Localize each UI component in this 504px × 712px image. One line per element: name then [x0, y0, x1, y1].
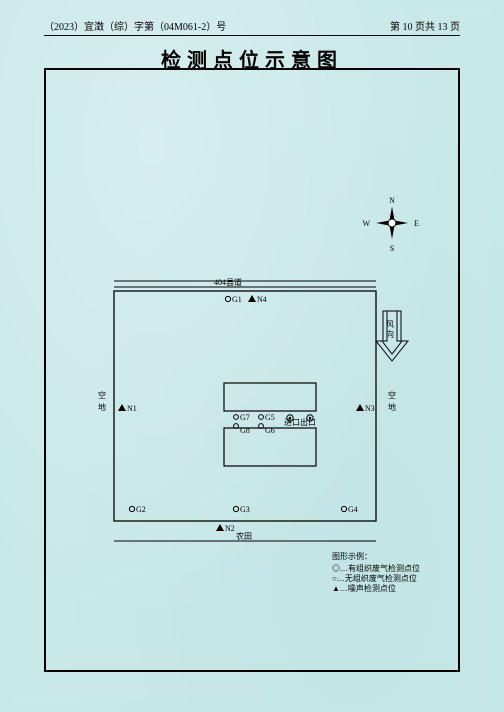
lbl-g4: G4: [348, 505, 358, 514]
site-diagram: N E S W 风 向 404县道 农田 空 地 空 地 进: [44, 68, 460, 672]
compass-icon: N E S W: [362, 196, 419, 253]
legend-item-0: ◎…有组织废气检测点位: [332, 563, 420, 573]
wind-arrow-icon: 风 向: [376, 311, 408, 361]
compass-s: S: [390, 244, 394, 253]
lbl-g1: G1: [232, 295, 242, 304]
gate-label: 进口出口: [284, 417, 316, 427]
legend-item-1: ○…无组织废气检测点位: [332, 573, 417, 583]
page-header: （2023）宜澂（综）字第（04M061-2）号 第 10 页共 13 页: [44, 18, 460, 36]
road-label: 404县道: [214, 277, 242, 287]
unorg-g4: [341, 506, 346, 511]
legend-item-2: ▲…噪声检测点位: [332, 583, 396, 593]
lbl-n3: N3: [365, 404, 375, 413]
paper-sheet: （2023）宜澂（综）字第（04M061-2）号 第 10 页共 13 页 检测…: [14, 10, 490, 702]
lbl-g5: G5: [265, 413, 275, 422]
noise-n4: [248, 295, 256, 302]
lbl-n4: N4: [257, 295, 267, 304]
wind-label-1: 风: [386, 320, 394, 329]
right-side-1: 空: [388, 390, 396, 400]
farm-label: 农田: [236, 531, 252, 541]
noise-n3: [356, 404, 364, 411]
compass-e: E: [414, 219, 419, 228]
left-side-2: 地: [98, 402, 106, 412]
compass-n: N: [389, 196, 395, 205]
unorg-g1: [225, 296, 230, 301]
noise-n2: [216, 524, 224, 531]
lbl-g7: G7: [240, 413, 250, 422]
wind-label-2: 向: [386, 329, 394, 339]
unorg-g3: [233, 506, 238, 511]
noise-n1: [118, 404, 126, 411]
unorg-g7: [234, 415, 239, 420]
header-right: 第 10 页共 13 页: [390, 18, 460, 33]
left-side-1: 空: [98, 390, 106, 400]
lbl-g2: G2: [136, 505, 146, 514]
legend-box: 图形示例： ◎…有组织废气检测点位 ○…无组织废气检测点位 ▲…噪声检测点位: [332, 551, 420, 593]
legend-title: 图形示例：: [332, 551, 372, 561]
lbl-n2: N2: [225, 524, 235, 533]
header-left: （2023）宜澂（综）字第（04M061-2）号: [44, 18, 226, 33]
lbl-n1: N1: [127, 404, 137, 413]
lbl-g3: G3: [240, 505, 250, 514]
right-side-2: 地: [388, 402, 396, 412]
compass-w: W: [362, 219, 370, 228]
lbl-g6: G6: [265, 426, 275, 435]
building-top: [224, 383, 316, 411]
lbl-g8: G8: [240, 426, 250, 435]
site-boundary: [114, 291, 376, 521]
unorg-g2: [129, 506, 134, 511]
unorg-g5: [259, 415, 264, 420]
